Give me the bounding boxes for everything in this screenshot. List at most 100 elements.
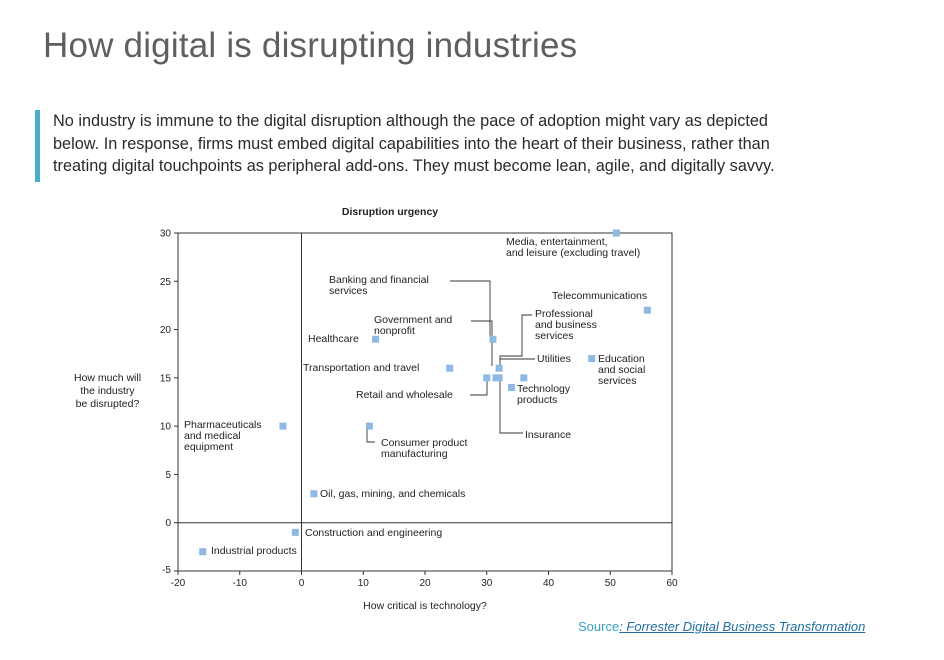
data-point xyxy=(199,548,207,556)
data-point-label-line: and social xyxy=(598,364,645,376)
data-point-label-line: Professional xyxy=(535,308,593,320)
data-point xyxy=(310,490,318,498)
y-tick-label: 20 xyxy=(160,325,172,336)
data-point xyxy=(279,422,287,430)
data-point-label-line: Healthcare xyxy=(308,333,359,345)
data-point-label: Retail and wholesale xyxy=(356,389,453,401)
data-point-label-line: Industrial products xyxy=(211,545,297,557)
chart-title: Disruption urgency xyxy=(342,206,438,218)
data-point xyxy=(483,374,491,382)
leader-line xyxy=(499,314,532,370)
leader-line xyxy=(471,320,493,366)
intro-line: below. In response, firms must embed dig… xyxy=(53,134,770,153)
data-point-label-line: Transportation and travel xyxy=(303,362,419,374)
data-point-label: Education and social services xyxy=(598,353,645,387)
data-point xyxy=(492,374,500,382)
data-point-label-line: Media, entertainment, xyxy=(506,236,608,248)
data-point-label: Telecommunications xyxy=(552,290,647,302)
y-axis-label-line: How much will xyxy=(73,372,142,384)
data-point-label: Professional and business services xyxy=(535,308,597,342)
data-point-label-line: Technology xyxy=(517,383,571,395)
data-point-label-line: and medical xyxy=(184,430,241,442)
x-tick-label: 20 xyxy=(419,578,431,589)
data-point-label-line: products xyxy=(517,394,557,406)
data-point-label-line: Government and xyxy=(374,314,452,326)
leader-line xyxy=(450,280,491,338)
data-point xyxy=(507,384,515,392)
data-point xyxy=(643,306,651,314)
y-tick-label: 5 xyxy=(165,470,171,481)
x-tick-label: 0 xyxy=(299,578,305,589)
data-point-label-line: Utilities xyxy=(537,353,571,365)
x-tick-label: 40 xyxy=(543,578,555,589)
y-tick-label: 10 xyxy=(160,422,172,433)
data-point-label: Transportation and travel xyxy=(303,362,419,374)
y-tick-label: 25 xyxy=(160,277,172,288)
x-tick-label: 50 xyxy=(605,578,617,589)
data-point-label: Consumer product manufacturing xyxy=(381,437,467,460)
data-point-label: Technology products xyxy=(517,383,571,406)
data-point-label-line: Banking and financial xyxy=(329,274,429,286)
x-tick-label: -20 xyxy=(171,578,186,589)
data-point xyxy=(520,374,528,382)
page-title: How digital is disrupting industries xyxy=(43,26,578,65)
data-point-label-line: Consumer product xyxy=(381,437,467,449)
data-point-label-line: Oil, gas, mining, and chemicals xyxy=(320,488,465,500)
intro-line: No industry is immune to the digital dis… xyxy=(53,112,768,130)
intro-text: No industry is immune to the digital dis… xyxy=(53,110,913,178)
data-point-label-line: Education xyxy=(598,353,645,365)
source-note: Source: Forrester Digital Business Trans… xyxy=(578,619,865,634)
data-point-label-line: equipment xyxy=(184,441,233,453)
x-tick-label: 30 xyxy=(481,578,493,589)
data-point-label-line: Telecommunications xyxy=(552,290,647,302)
data-point-label: Insurance xyxy=(525,429,571,441)
leader-line xyxy=(499,381,523,434)
data-point xyxy=(588,355,596,363)
x-axis-label: How critical is technology? xyxy=(363,600,487,612)
data-point xyxy=(372,335,380,343)
y-axis-label-line: the industry xyxy=(80,385,135,397)
x-tick-label: 10 xyxy=(358,578,370,589)
data-point-label: Oil, gas, mining, and chemicals xyxy=(320,488,465,500)
y-tick-label: 15 xyxy=(160,373,172,384)
data-point-label: Government and nonprofit xyxy=(374,314,452,337)
data-point-label-line: and business xyxy=(535,319,597,331)
x-tick-label: -10 xyxy=(233,578,248,589)
data-point-label-line: Retail and wholesale xyxy=(356,389,453,401)
data-point xyxy=(489,335,497,343)
y-tick-label: -5 xyxy=(162,565,171,576)
data-point xyxy=(291,528,299,536)
intro-line: treating digital touchpoints as peripher… xyxy=(53,157,775,175)
source-link[interactable]: : Forrester Digital Business Transformat… xyxy=(619,619,866,634)
leader-line xyxy=(366,428,375,443)
leader-line xyxy=(470,381,488,396)
data-point-label-line: Insurance xyxy=(525,429,571,441)
data-point xyxy=(446,364,454,372)
data-point-label-line: services xyxy=(329,285,368,297)
y-tick-label: 30 xyxy=(160,229,172,240)
data-point-label-line: services xyxy=(598,375,637,387)
data-point xyxy=(365,422,373,430)
x-tick-label: 60 xyxy=(666,578,678,589)
y-axis-label-line: be disrupted? xyxy=(75,398,140,410)
data-point-label: Industrial products xyxy=(211,545,297,557)
y-axis-label: How much will the industry be disrupted? xyxy=(40,372,175,411)
source-label: Source xyxy=(578,619,620,634)
data-point-label: Pharmaceuticals and medical equipment xyxy=(184,419,262,453)
data-point-label-line: and leisure (excluding travel) xyxy=(506,247,640,259)
quote-accent-bar xyxy=(35,110,40,182)
data-point-label: Banking and financial services xyxy=(329,274,429,297)
data-point-label: Healthcare xyxy=(308,333,359,345)
data-point-label-line: services xyxy=(535,330,574,342)
data-point-label-line: nonprofit xyxy=(374,325,415,337)
data-point-label: Utilities xyxy=(537,353,571,365)
data-point-label-line: manufacturing xyxy=(381,448,448,460)
data-point-label: Media, entertainment, and leisure (exclud… xyxy=(506,236,640,259)
y-tick-label: 0 xyxy=(165,518,171,529)
data-point xyxy=(495,364,503,372)
data-point xyxy=(612,229,620,237)
data-point-label-line: Construction and engineering xyxy=(305,527,442,539)
data-point-label: Construction and engineering xyxy=(305,527,442,539)
data-point-label-line: Pharmaceuticals xyxy=(184,419,262,431)
